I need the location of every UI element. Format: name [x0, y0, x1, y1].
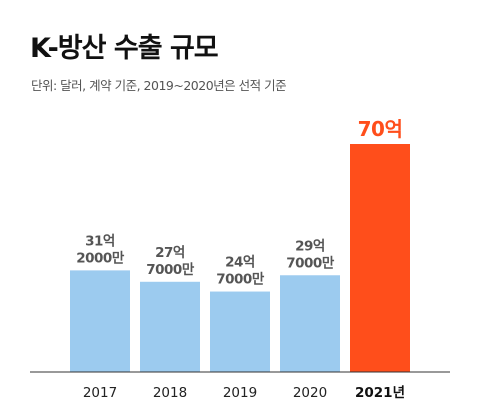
- x-tick-2021년: 2021년: [355, 385, 405, 401]
- value-label-2020-1: 7000만: [286, 255, 335, 271]
- x-tick-2018: 2018: [153, 385, 187, 401]
- bar-2018: [140, 281, 200, 372]
- bar-2019: [210, 291, 270, 372]
- value-label-2021년-0: 70억: [358, 117, 403, 141]
- value-label-2017-1: 2000만: [76, 250, 125, 266]
- x-tick-2019: 2019: [223, 385, 257, 401]
- chart-title: K-방산 수출 규모: [30, 33, 219, 64]
- bar-2020: [280, 275, 340, 372]
- bar-2017: [70, 270, 130, 372]
- value-label-2017-0: 31억: [85, 233, 115, 249]
- x-tick-2017: 2017: [83, 385, 117, 401]
- value-label-2020-0: 29억: [295, 238, 325, 254]
- value-label-2018-1: 7000만: [146, 262, 195, 278]
- value-label-2018-0: 27억: [155, 245, 185, 261]
- bar-2021년: [350, 144, 410, 372]
- value-label-2019-0: 24억: [225, 255, 255, 271]
- x-tick-2020: 2020: [293, 385, 327, 401]
- chart-subtitle: 단위: 달러, 계약 기준, 2019~2020년은 선적 기준: [31, 78, 287, 93]
- value-label-2019-1: 7000만: [216, 272, 265, 288]
